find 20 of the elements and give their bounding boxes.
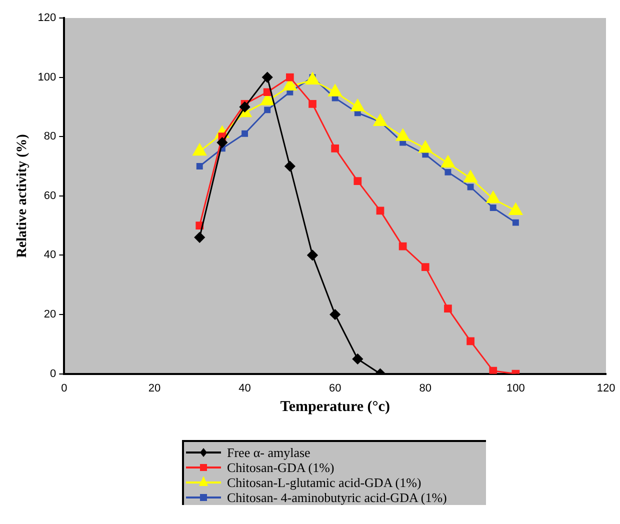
legend-label: Chitosan-GDA (1%) (227, 460, 334, 475)
x-tick-label: 0 (61, 382, 68, 394)
y-tick-label: 40 (44, 249, 56, 262)
y-tick-label: 20 (44, 308, 56, 321)
y-axis-title: Relative activity (%) (15, 134, 30, 258)
y-tick-label: 60 (44, 190, 56, 202)
x-tick-label: 120 (596, 382, 616, 394)
x-tick-label: 80 (419, 382, 432, 394)
y-tick-label: 100 (38, 71, 56, 84)
y-tick-label: 0 (50, 368, 56, 380)
x-tick-label: 100 (506, 382, 525, 394)
legend-label: Chitosan-L-glutamic acid-GDA (1%) (227, 475, 422, 490)
y-tick-label: 80 (44, 130, 56, 143)
x-tick-label: 40 (238, 382, 251, 394)
x-tick-label: 20 (148, 382, 161, 394)
x-axis-title: Temperature (°c) (280, 398, 390, 415)
y-tick-label: 120 (38, 12, 56, 24)
legend-label: Chitosan- 4-aminobutyric acid-GDA (1%) (227, 490, 447, 505)
x-tick-label: 60 (328, 382, 342, 394)
legend-label: Free α- amylase (227, 445, 310, 460)
